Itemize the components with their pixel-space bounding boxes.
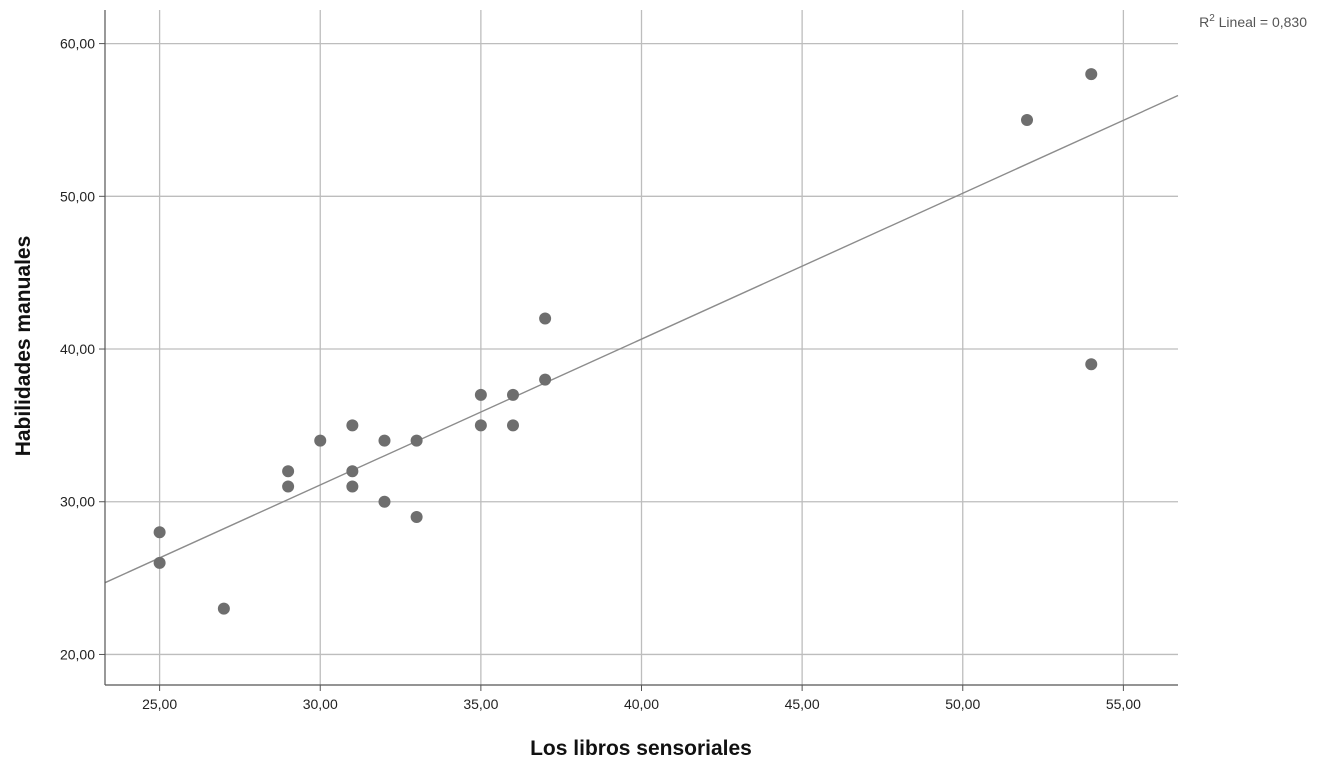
- data-points: [153, 68, 1098, 615]
- data-point: [217, 602, 230, 615]
- x-tick-label: 45,00: [785, 696, 820, 712]
- data-point: [1085, 358, 1098, 371]
- y-tick-labels: 20,00 30,00 40,00 50,00 60,00: [60, 36, 95, 663]
- data-point: [506, 419, 519, 432]
- data-point: [282, 480, 295, 493]
- fit-line-layer: [104, 94, 1179, 584]
- r2-text: Lineal = 0,830: [1215, 14, 1307, 30]
- r-squared-annotation: R2 Lineal = 0,830: [1199, 13, 1307, 30]
- data-point: [1085, 68, 1098, 81]
- data-point: [410, 434, 423, 447]
- x-tick-label: 30,00: [303, 696, 338, 712]
- data-point: [539, 312, 552, 325]
- data-point: [410, 511, 423, 524]
- y-tick-label: 30,00: [60, 494, 95, 510]
- r2-superscript: 2: [1209, 13, 1215, 24]
- x-tick-label: 40,00: [624, 696, 659, 712]
- regression-line: [104, 94, 1179, 584]
- axes: [99, 10, 1178, 691]
- data-point: [378, 495, 391, 508]
- data-point: [506, 388, 519, 401]
- data-point: [314, 434, 327, 447]
- r2-prefix: R: [1199, 14, 1209, 30]
- x-tick-labels: 25,00 30,00 35,00 40,00 45,00 50,00 55,00: [142, 696, 1141, 712]
- x-tick-label: 35,00: [463, 696, 498, 712]
- data-point: [378, 434, 391, 447]
- data-point: [346, 465, 359, 478]
- data-point: [474, 388, 487, 401]
- data-point: [1021, 113, 1034, 126]
- x-tick-label: 25,00: [142, 696, 177, 712]
- data-point: [282, 465, 295, 478]
- x-tick-label: 50,00: [945, 696, 980, 712]
- y-tick-label: 40,00: [60, 341, 95, 357]
- x-tick-label: 55,00: [1106, 696, 1141, 712]
- data-point: [474, 419, 487, 432]
- data-point: [153, 526, 166, 539]
- grid-lines: [105, 10, 1178, 685]
- data-point: [346, 419, 359, 432]
- x-axis-title: Los libros sensoriales: [530, 737, 752, 760]
- data-point: [153, 556, 166, 569]
- y-tick-label: 20,00: [60, 646, 95, 662]
- y-axis-title: Habilidades manuales: [12, 236, 35, 457]
- y-tick-label: 60,00: [60, 36, 95, 52]
- y-tick-label: 50,00: [60, 188, 95, 204]
- data-point: [346, 480, 359, 493]
- data-point: [539, 373, 552, 386]
